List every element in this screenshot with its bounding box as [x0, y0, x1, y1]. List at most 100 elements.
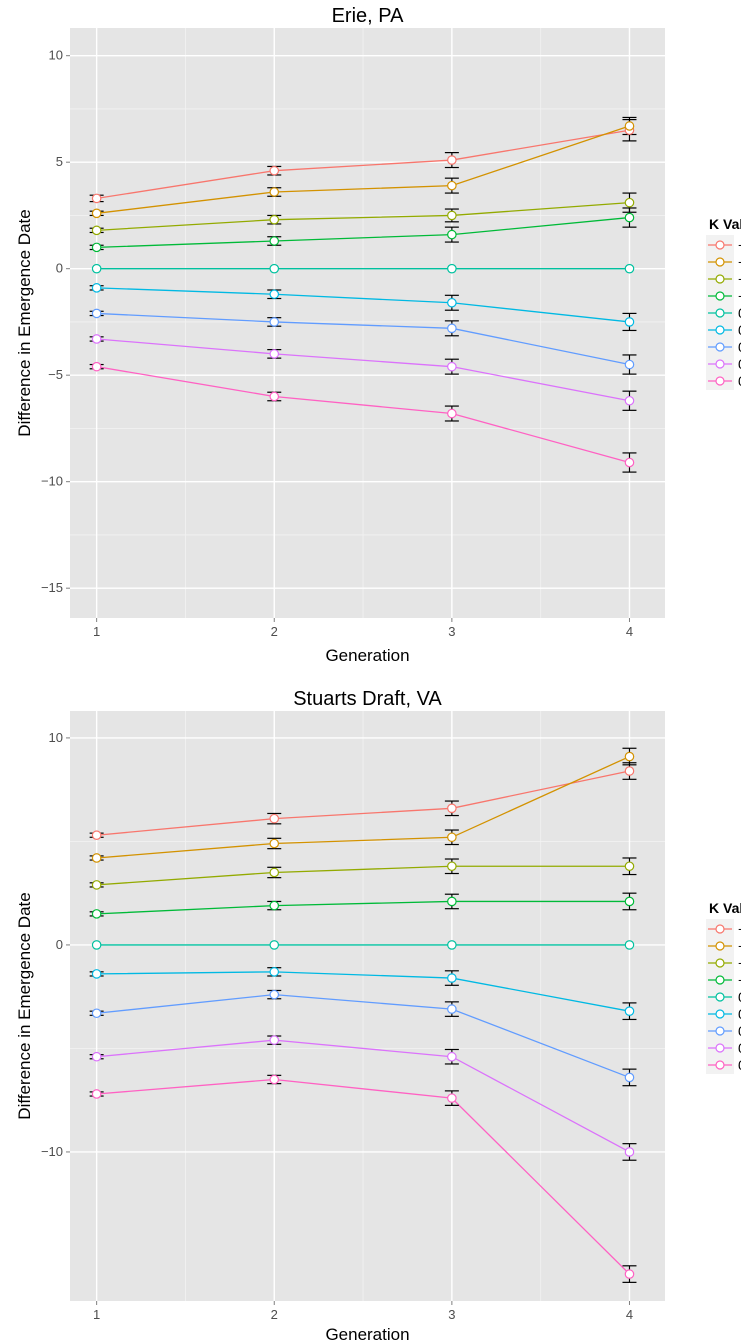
data-point	[269, 263, 280, 274]
data-point	[624, 212, 635, 223]
data-point	[447, 210, 457, 221]
legend-label: 0	[738, 989, 741, 1005]
legend-label: 0.2	[738, 1023, 741, 1039]
legend-item: −0.4	[708, 237, 741, 253]
series-line	[96, 900, 630, 915]
legend-key-point	[715, 941, 725, 951]
legend-item: −0.3	[708, 254, 741, 270]
legend-key-point	[715, 1026, 725, 1036]
series-line	[96, 287, 630, 323]
y-tick-label: −10	[41, 474, 63, 489]
x-tick-label: 2	[271, 624, 278, 639]
legend-key-point	[715, 325, 725, 335]
data-point	[91, 263, 102, 274]
series-line	[96, 366, 630, 464]
data-point	[269, 236, 280, 246]
series-line	[96, 202, 630, 231]
data-point	[624, 1147, 635, 1157]
data-point	[91, 1008, 102, 1019]
legend-label: 0.3	[738, 356, 741, 372]
data-point	[91, 361, 102, 372]
legend-item: −0.1	[708, 288, 741, 304]
chart-title: Erie, PA	[332, 5, 405, 27]
legend-key-point	[715, 359, 725, 369]
data-point	[269, 349, 280, 359]
data-point	[269, 165, 280, 176]
data-point	[447, 1004, 457, 1014]
series-line	[96, 770, 630, 836]
y-tick-label: 0	[56, 261, 63, 276]
data-point	[269, 317, 280, 327]
series-line	[96, 1078, 630, 1275]
legend-key-point	[715, 257, 725, 267]
y-tick-label: 10	[49, 48, 63, 63]
data-point	[91, 334, 102, 344]
data-point	[269, 967, 280, 977]
y-tick-label: 5	[56, 154, 63, 169]
legend-item: 0.2	[708, 339, 741, 355]
legend-title: K Value	[709, 900, 741, 916]
legend-key-point	[715, 376, 725, 386]
data-point	[91, 830, 102, 841]
legend-item: −0.1	[708, 972, 741, 988]
data-point	[624, 940, 635, 950]
legend-label: −0.4	[738, 237, 741, 253]
data-point	[447, 297, 457, 308]
data-point	[269, 391, 280, 402]
data-point	[91, 969, 102, 979]
legend-item: −0.4	[708, 921, 741, 937]
legend-item: 0.1	[708, 322, 741, 338]
series-line	[96, 755, 630, 859]
legend-key-point	[715, 291, 725, 301]
y-tick-label: 0	[56, 937, 63, 952]
legend-item: 0	[708, 305, 741, 321]
legend-key-point	[715, 308, 725, 318]
x-tick-label: 1	[93, 624, 100, 639]
x-axis-label: Generation	[325, 646, 409, 665]
data-point	[269, 813, 280, 824]
x-tick-label: 2	[271, 1307, 278, 1322]
legend-key-point	[715, 958, 725, 968]
legend-item: 0.2	[708, 1023, 741, 1039]
y-tick-label: −15	[41, 580, 63, 595]
legend-key-point	[715, 274, 725, 284]
legend-label: −0.1	[738, 972, 741, 988]
data-point	[91, 940, 102, 950]
series-line	[96, 971, 630, 1012]
legend-item: 0.4	[708, 1057, 741, 1073]
data-point	[447, 803, 457, 814]
data-point	[269, 867, 280, 878]
legend-key-point	[715, 240, 725, 250]
series-line	[96, 216, 630, 249]
legend-key-point	[715, 1060, 725, 1070]
data-point	[447, 180, 457, 191]
y-tick-label: 10	[49, 730, 63, 745]
data-point	[624, 861, 635, 872]
x-tick-label: 3	[448, 624, 455, 639]
legend-item: 0.3	[708, 1040, 741, 1056]
data-point	[624, 896, 635, 907]
data-point	[447, 361, 457, 372]
x-tick-label: 1	[93, 1307, 100, 1322]
y-tick-label: −10	[41, 1144, 63, 1159]
data-point	[91, 853, 102, 863]
series-line	[96, 338, 630, 402]
data-point	[624, 317, 635, 327]
x-tick-label: 3	[448, 1307, 455, 1322]
data-point	[269, 187, 280, 197]
data-point	[91, 1089, 102, 1099]
legend-label: −0.3	[738, 254, 741, 270]
series-line	[96, 312, 630, 366]
data-point	[91, 242, 102, 253]
data-point	[269, 289, 280, 300]
series-line	[96, 993, 630, 1079]
data-point	[624, 121, 635, 131]
legend-item: 0.1	[708, 1006, 741, 1022]
data-point	[447, 229, 457, 240]
legend-item: −0.3	[708, 938, 741, 954]
data-point	[624, 263, 635, 274]
legend-key-point	[715, 1043, 725, 1053]
legend-item: 0	[708, 989, 741, 1005]
data-point	[91, 880, 102, 890]
legend-label: 0.1	[738, 1006, 741, 1022]
